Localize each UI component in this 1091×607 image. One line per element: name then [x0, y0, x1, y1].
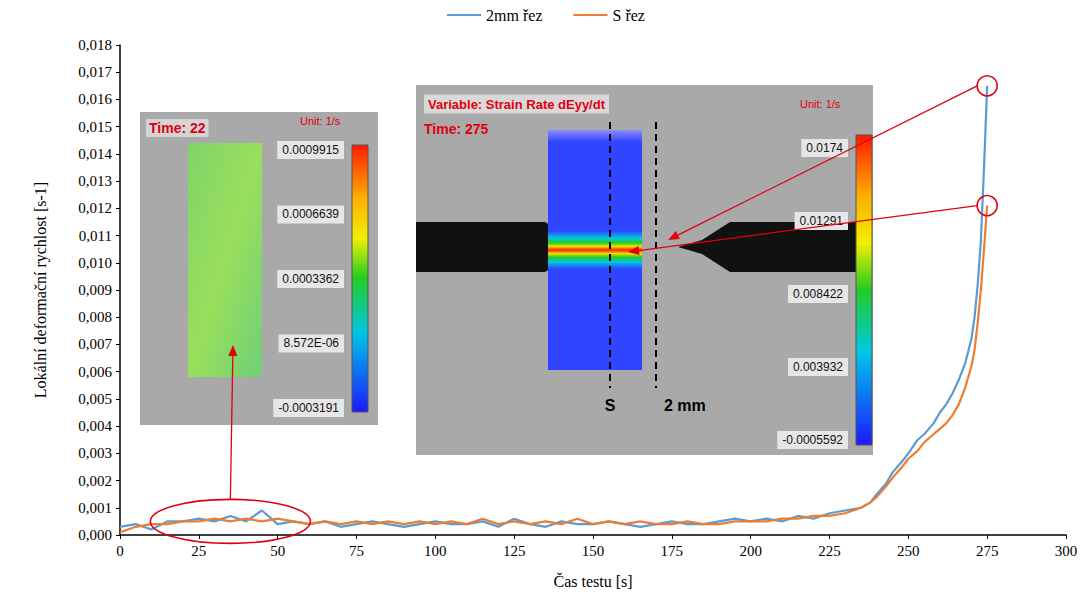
- svg-text:0,008: 0,008: [78, 309, 112, 325]
- svg-text:0.008422: 0.008422: [793, 287, 843, 301]
- svg-text:0,017: 0,017: [78, 64, 112, 80]
- svg-text:0,002: 0,002: [78, 473, 112, 489]
- svg-text:75: 75: [349, 543, 364, 559]
- svg-text:125: 125: [503, 543, 526, 559]
- svg-text:Time: 22: Time: 22: [149, 120, 206, 136]
- svg-text:0.0174: 0.0174: [806, 141, 843, 155]
- svg-text:200: 200: [739, 543, 762, 559]
- svg-text:0,010: 0,010: [78, 255, 112, 271]
- svg-text:-0.0003191: -0.0003191: [278, 401, 339, 415]
- svg-text:0.0006639: 0.0006639: [282, 207, 339, 221]
- svg-text:0,009: 0,009: [78, 282, 112, 298]
- svg-text:0,001: 0,001: [78, 500, 112, 516]
- svg-text:0,000: 0,000: [78, 527, 112, 543]
- svg-text:0,005: 0,005: [78, 391, 112, 407]
- svg-text:0,014: 0,014: [78, 146, 112, 162]
- svg-text:175: 175: [661, 543, 684, 559]
- svg-text:50: 50: [270, 543, 285, 559]
- svg-text:0,015: 0,015: [78, 119, 112, 135]
- svg-text:S řez: S řez: [612, 7, 644, 24]
- svg-text:150: 150: [582, 543, 605, 559]
- svg-text:0.01291: 0.01291: [799, 214, 843, 228]
- svg-text:0,011: 0,011: [79, 228, 112, 244]
- svg-text:100: 100: [424, 543, 447, 559]
- svg-text:0.0009915: 0.0009915: [282, 143, 339, 157]
- svg-text:0,013: 0,013: [78, 173, 112, 189]
- svg-text:25: 25: [191, 543, 206, 559]
- svg-text:2mm řez: 2mm řez: [486, 7, 542, 24]
- svg-text:250: 250: [897, 543, 920, 559]
- svg-text:Lokální deformační rychlost [s: Lokální deformační rychlost [s-1]: [32, 182, 50, 398]
- svg-text:0,016: 0,016: [78, 91, 112, 107]
- svg-text:0,012: 0,012: [78, 200, 112, 216]
- svg-text:0.003932: 0.003932: [793, 360, 843, 374]
- svg-text:Unit: 1/s: Unit: 1/s: [300, 115, 341, 127]
- svg-text:2 mm: 2 mm: [664, 397, 706, 414]
- svg-text:Variable: Strain Rate dEyy/dt: Variable: Strain Rate dEyy/dt: [428, 97, 606, 112]
- svg-text:0: 0: [116, 543, 124, 559]
- svg-text:Čas testu [s]: Čas testu [s]: [553, 572, 632, 590]
- svg-text:300: 300: [1055, 543, 1078, 559]
- svg-text:0,003: 0,003: [78, 445, 112, 461]
- svg-text:225: 225: [818, 543, 841, 559]
- svg-text:0,018: 0,018: [78, 37, 112, 53]
- svg-text:0,006: 0,006: [78, 364, 112, 380]
- svg-text:8.572E-06: 8.572E-06: [284, 336, 340, 350]
- svg-text:275: 275: [976, 543, 999, 559]
- svg-text:0,007: 0,007: [78, 336, 112, 352]
- svg-text:Unit: 1/s: Unit: 1/s: [800, 98, 841, 110]
- svg-text:-0.0005592: -0.0005592: [782, 433, 843, 447]
- svg-text:S: S: [605, 397, 616, 414]
- svg-text:Time: 275: Time: 275: [424, 121, 489, 137]
- svg-text:0,004: 0,004: [78, 418, 112, 434]
- svg-text:0.0003362: 0.0003362: [282, 272, 339, 286]
